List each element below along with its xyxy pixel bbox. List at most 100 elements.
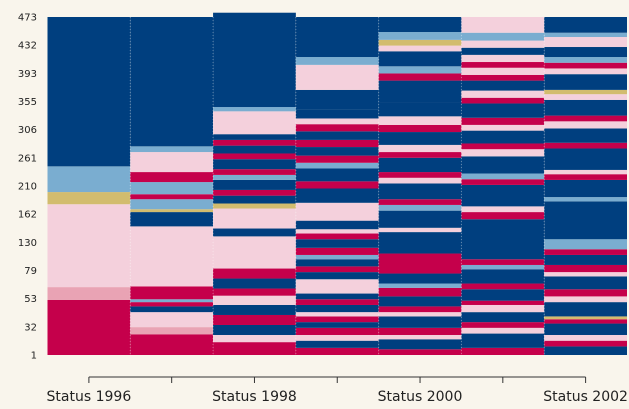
sequence-segment bbox=[130, 182, 214, 195]
sequence-segment bbox=[461, 156, 545, 174]
sequence-segment bbox=[295, 266, 379, 273]
sequence-segment bbox=[295, 293, 379, 300]
y-tick-label: 210 bbox=[18, 182, 37, 193]
sequence-segment bbox=[378, 273, 462, 284]
sequence-segment bbox=[295, 57, 379, 65]
sequence-segment bbox=[378, 66, 462, 74]
sequence-segment bbox=[544, 264, 627, 273]
sequence-segment bbox=[544, 296, 627, 303]
sequence-segment bbox=[295, 304, 379, 313]
sequence-segment bbox=[295, 155, 379, 163]
sequence-segment bbox=[213, 174, 296, 180]
sequence-segment bbox=[378, 199, 462, 205]
sequence-segment bbox=[295, 202, 379, 221]
sequence-segment bbox=[378, 157, 462, 173]
sequence-segment bbox=[461, 32, 545, 41]
sequence-segment bbox=[130, 212, 214, 227]
sequence-segment bbox=[295, 124, 379, 132]
sequence-segment bbox=[130, 302, 214, 307]
sequence-segment bbox=[295, 229, 379, 234]
sequence-segment bbox=[544, 289, 627, 297]
sequence-segment bbox=[544, 334, 627, 341]
sequence-segment bbox=[544, 197, 627, 202]
sequence-segment bbox=[378, 17, 462, 33]
sequence-segment bbox=[130, 327, 214, 335]
sequence-segment bbox=[213, 334, 296, 343]
sequence-segment bbox=[544, 74, 627, 90]
y-tick-label: 79 bbox=[24, 266, 37, 277]
sequence-segment bbox=[378, 253, 462, 274]
sequence-segment bbox=[544, 346, 627, 355]
sequence-segment bbox=[378, 73, 462, 81]
sequence-segment bbox=[461, 103, 545, 118]
sequence-segment bbox=[544, 316, 627, 320]
sequence-segment bbox=[378, 45, 462, 52]
sequence-segment bbox=[461, 264, 545, 270]
sequence-segment bbox=[47, 287, 131, 300]
sequence-segment bbox=[295, 279, 379, 294]
sequence-segment bbox=[213, 304, 296, 315]
sequence-segment bbox=[461, 259, 545, 265]
sequence-segment bbox=[378, 152, 462, 158]
sequence-segment bbox=[378, 334, 462, 340]
sequence-segment bbox=[295, 188, 379, 203]
sequence-segment bbox=[213, 195, 296, 204]
sequence-segment bbox=[295, 347, 379, 355]
x-tick-label: Status 2002 bbox=[543, 389, 628, 405]
sequence-segment bbox=[295, 312, 379, 317]
sequence-segment bbox=[213, 169, 296, 175]
sequence-segment bbox=[461, 219, 545, 260]
sequence-segment bbox=[378, 177, 462, 184]
y-tick-label: 53 bbox=[24, 294, 37, 305]
sequence-segment bbox=[130, 306, 214, 313]
sequence-segment bbox=[461, 206, 545, 213]
sequence-segment bbox=[544, 174, 627, 180]
sequence-segment bbox=[295, 64, 379, 90]
sequence-segment bbox=[544, 276, 627, 290]
sequence-segment bbox=[378, 132, 462, 145]
sequence-segment bbox=[378, 172, 462, 178]
sequence-segment bbox=[378, 349, 462, 355]
sequence-segment bbox=[378, 327, 462, 335]
y-tick-label: 1 bbox=[31, 351, 37, 362]
sequence-segment bbox=[213, 179, 296, 190]
sequence-segment bbox=[544, 249, 627, 255]
sequence-segment bbox=[130, 299, 214, 303]
sequence-segment bbox=[295, 131, 379, 140]
y-tick-label: 473 bbox=[18, 13, 37, 24]
sequence-segment bbox=[213, 153, 296, 160]
sequence-segment bbox=[461, 90, 545, 98]
x-tick-label: Status 2000 bbox=[378, 389, 463, 405]
sequence-segment bbox=[378, 102, 462, 117]
sequence-segment bbox=[544, 37, 627, 48]
sequence-segment bbox=[47, 299, 131, 355]
sequence-segment bbox=[378, 183, 462, 200]
sequence-segment bbox=[544, 201, 627, 240]
sequence-segment bbox=[544, 319, 627, 324]
x-tick-label: Status 1996 bbox=[47, 389, 132, 405]
sequence-segment bbox=[295, 233, 379, 240]
sequence-segment bbox=[461, 62, 545, 68]
sequence-segment bbox=[295, 334, 379, 341]
sequence-segment bbox=[544, 272, 627, 277]
sequence-segment bbox=[47, 166, 131, 193]
sequence-segment bbox=[378, 32, 462, 40]
sequence-segment bbox=[544, 179, 627, 198]
y-tick-label: 432 bbox=[18, 41, 37, 52]
sequence-segment bbox=[461, 143, 545, 150]
sequence-segment bbox=[378, 232, 462, 254]
sequence-segment bbox=[295, 247, 379, 255]
sequence-segment bbox=[544, 340, 627, 347]
sequence-segment bbox=[378, 124, 462, 133]
sequence-segment bbox=[213, 189, 296, 196]
sequence-segment bbox=[461, 80, 545, 91]
sequence-segment bbox=[213, 278, 296, 289]
sequence-segment bbox=[213, 288, 296, 296]
y-tick-label: 393 bbox=[18, 69, 37, 80]
sequence-segment bbox=[461, 347, 545, 355]
sequence-segment bbox=[295, 118, 379, 125]
sequence-segment bbox=[378, 51, 462, 67]
sequence-segment bbox=[378, 210, 462, 228]
sequence-segment bbox=[461, 149, 545, 157]
sequence-segment bbox=[461, 312, 545, 323]
